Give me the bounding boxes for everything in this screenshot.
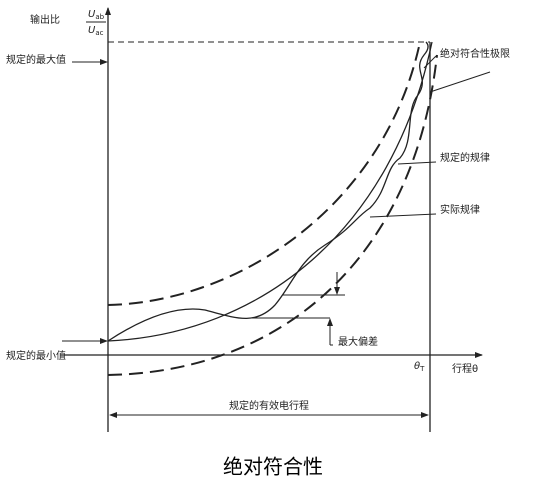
leader: [423, 55, 437, 69]
actual-law-label: 实际规律: [440, 203, 480, 216]
max-label: 规定的最大值: [6, 53, 66, 66]
lower-limit-curve: [107, 54, 438, 376]
leader: [369, 213, 437, 218]
theta-t: θT: [414, 361, 425, 373]
upper-limit-curve: [107, 41, 421, 306]
x-axis-label: 行程θ: [452, 362, 478, 375]
leader: [397, 161, 437, 165]
min-label: 规定的最小值: [6, 349, 66, 362]
actual-law-curve: [107, 41, 429, 342]
conformity-limit-label: 绝对符合性极限: [440, 47, 510, 60]
y-axis-label: 输出比: [30, 13, 60, 26]
leader: [429, 71, 491, 93]
specified-law-label: 规定的规律: [440, 151, 490, 164]
specified-law-curve: [107, 41, 433, 342]
fraction-denominator: Uac: [88, 25, 104, 37]
caption: 绝对符合性: [223, 455, 323, 479]
max-deviation-label: 最大偏差: [338, 335, 378, 348]
travel-label: 规定的有效电行程: [229, 399, 309, 412]
fraction-numerator: Uab: [88, 9, 105, 21]
